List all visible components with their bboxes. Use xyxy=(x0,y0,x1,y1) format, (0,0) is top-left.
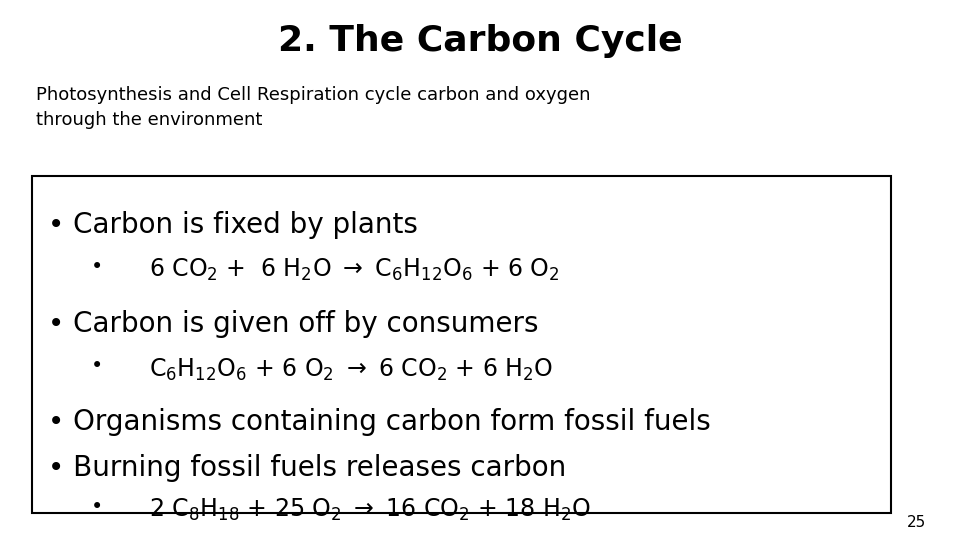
Text: 6 CO$_2$ +  6 H$_2$O $\rightarrow$ C$_6$H$_{12}$O$_6$ + 6 O$_2$: 6 CO$_2$ + 6 H$_2$O $\rightarrow$ C$_6$H… xyxy=(149,256,560,283)
FancyBboxPatch shape xyxy=(32,176,891,513)
Text: •: • xyxy=(91,256,104,276)
Text: •: • xyxy=(91,497,104,517)
Text: 2 C$_8$H$_{18}$ + 25 O$_2$ $\rightarrow$ 16 CO$_2$ + 18 H$_2$O: 2 C$_8$H$_{18}$ + 25 O$_2$ $\rightarrow$… xyxy=(149,497,590,523)
Text: 25: 25 xyxy=(907,515,926,530)
Text: through the environment: through the environment xyxy=(36,111,263,129)
Text: • Organisms containing carbon form fossil fuels: • Organisms containing carbon form fossi… xyxy=(48,408,710,436)
Text: • Carbon is given off by consumers: • Carbon is given off by consumers xyxy=(48,310,539,339)
Text: Photosynthesis and Cell Respiration cycle carbon and oxygen: Photosynthesis and Cell Respiration cycl… xyxy=(36,86,591,104)
Text: 2. The Carbon Cycle: 2. The Carbon Cycle xyxy=(277,24,683,58)
Text: • Burning fossil fuels releases carbon: • Burning fossil fuels releases carbon xyxy=(48,454,566,482)
Text: C$_6$H$_{12}$O$_6$ + 6 O$_2$ $\rightarrow$ 6 CO$_2$ + 6 H$_2$O: C$_6$H$_{12}$O$_6$ + 6 O$_2$ $\rightarro… xyxy=(149,356,553,383)
Text: • Carbon is fixed by plants: • Carbon is fixed by plants xyxy=(48,211,418,239)
Text: •: • xyxy=(91,356,104,376)
